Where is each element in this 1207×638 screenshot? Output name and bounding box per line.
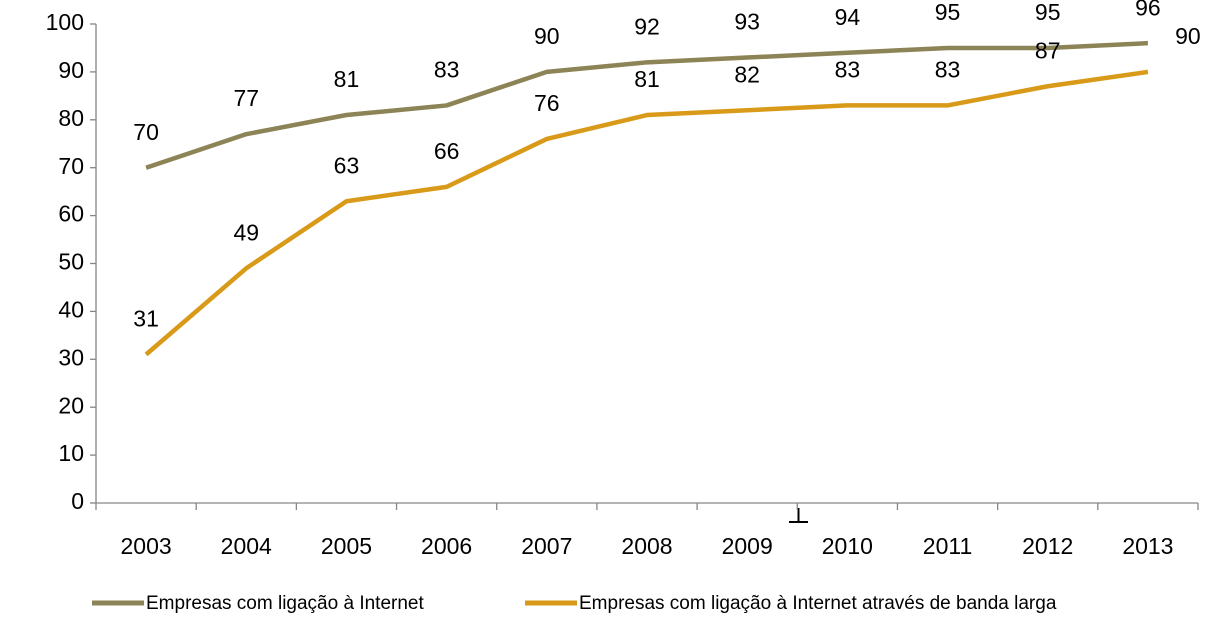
- data-label: 95: [1035, 0, 1061, 25]
- data-label: 93: [734, 9, 760, 35]
- x-tick-label: 2005: [321, 533, 372, 559]
- data-label: 31: [133, 306, 159, 332]
- y-tick-label: 60: [58, 201, 84, 227]
- y-tick-label: 40: [58, 296, 84, 322]
- data-label: 49: [233, 219, 259, 245]
- series-line: [144, 69, 1149, 357]
- data-label: 96: [1135, 0, 1161, 20]
- x-tick-label: 2007: [521, 533, 572, 559]
- y-tick-label: 90: [58, 57, 84, 83]
- y-tick-label: 30: [58, 344, 84, 370]
- x-tick-label: 2013: [1122, 533, 1173, 559]
- y-tick-label: 20: [58, 392, 84, 418]
- data-label: 83: [935, 57, 961, 83]
- x-tick-label: 2008: [621, 533, 672, 559]
- data-label: 63: [334, 152, 360, 178]
- y-tick-label: 70: [58, 153, 84, 179]
- break-marker: [789, 508, 808, 523]
- x-tick-label: 2011: [923, 533, 972, 559]
- x-tick-label: 2006: [421, 533, 472, 559]
- y-tick-label: 0: [71, 488, 84, 514]
- data-label: 70: [133, 119, 159, 145]
- data-label: 83: [835, 57, 861, 83]
- y-tick-label: 100: [46, 9, 84, 35]
- series-line: [145, 40, 1149, 170]
- data-label: 82: [734, 61, 760, 87]
- data-label: 92: [634, 13, 660, 39]
- data-label: 66: [434, 138, 460, 164]
- data-label: 90: [1175, 23, 1201, 49]
- data-label: 94: [835, 4, 861, 30]
- y-tick-label: 50: [58, 249, 84, 275]
- y-tick-label: 10: [58, 440, 84, 466]
- data-label: 83: [434, 57, 460, 83]
- legend-label: Empresas com ligação à Internet através …: [579, 593, 1057, 614]
- legend-label: Empresas com ligação à Internet: [146, 593, 424, 614]
- x-tick-label: 2009: [722, 533, 773, 559]
- data-label: 77: [233, 85, 259, 111]
- data-label: 95: [935, 0, 961, 25]
- y-tick-label: 80: [58, 105, 84, 131]
- data-label: 81: [334, 66, 360, 92]
- x-tick-label: 2012: [1022, 533, 1073, 559]
- data-label: 76: [534, 90, 560, 116]
- data-label: 81: [634, 66, 660, 92]
- data-label: 90: [534, 23, 560, 49]
- x-tick-label: 2004: [221, 533, 272, 559]
- x-tick-label: 2003: [121, 533, 172, 559]
- x-tick-label: 2010: [822, 533, 873, 559]
- data-label: 87: [1035, 37, 1061, 63]
